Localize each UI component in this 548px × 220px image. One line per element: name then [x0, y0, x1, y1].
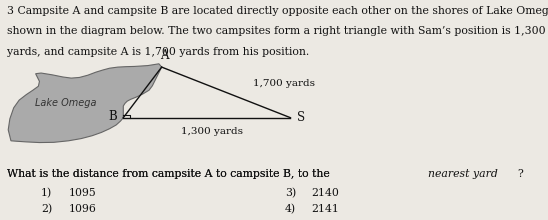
- Text: 1,300 yards: 1,300 yards: [181, 126, 243, 136]
- Text: shown in the diagram below. The two campsites form a right triangle with Sam’s p: shown in the diagram below. The two camp…: [7, 26, 545, 36]
- Text: 3): 3): [285, 188, 296, 198]
- Text: 2140: 2140: [311, 188, 339, 198]
- Text: 1096: 1096: [68, 204, 96, 213]
- Polygon shape: [8, 64, 162, 143]
- Text: 3 Campsite A and campsite B are located directly opposite each other on the shor: 3 Campsite A and campsite B are located …: [7, 6, 548, 15]
- Text: What is the distance from campsite A to campsite B, to the: What is the distance from campsite A to …: [7, 169, 333, 179]
- Text: ?: ?: [518, 169, 523, 179]
- Text: Lake Omega: Lake Omega: [35, 98, 96, 108]
- Text: S: S: [297, 111, 305, 124]
- Text: nearest yard: nearest yard: [427, 169, 498, 179]
- Text: A: A: [160, 49, 169, 62]
- Text: 2): 2): [41, 204, 53, 214]
- Text: What is the distance from campsite A to campsite B, to the: What is the distance from campsite A to …: [7, 169, 333, 179]
- Text: B: B: [108, 110, 117, 123]
- Text: 1095: 1095: [68, 188, 96, 198]
- Text: 1,700 yards: 1,700 yards: [253, 79, 316, 88]
- Text: yards, and campsite A is 1,700 yards from his position.: yards, and campsite A is 1,700 yards fro…: [7, 47, 309, 57]
- Text: 1): 1): [41, 188, 53, 198]
- Text: 4): 4): [285, 204, 296, 214]
- Text: 2141: 2141: [311, 204, 339, 213]
